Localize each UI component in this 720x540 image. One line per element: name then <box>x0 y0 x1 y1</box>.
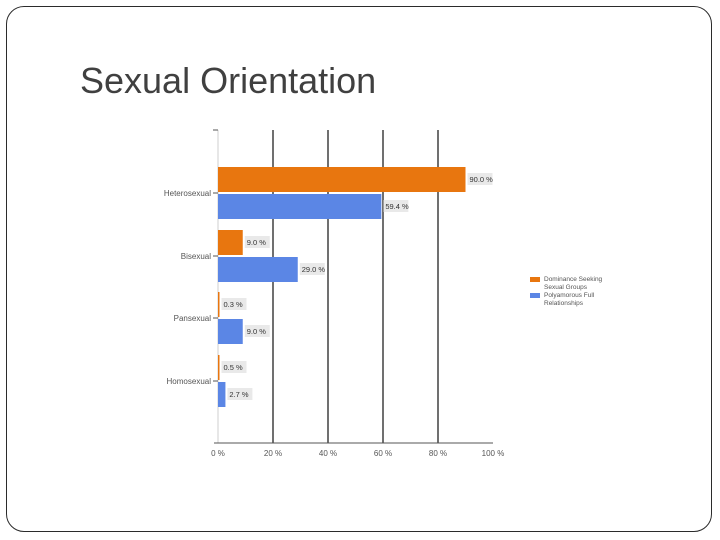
legend-swatch <box>530 293 540 298</box>
x-tick-label: 80 % <box>429 449 447 458</box>
legend-label-line: Polyamorous Full <box>544 292 595 299</box>
slide-title: Sexual Orientation <box>80 60 377 101</box>
data-label-bg <box>244 325 270 337</box>
data-label: 90.0 % <box>470 175 494 184</box>
bar-blue <box>218 257 298 282</box>
bar-orange <box>218 230 243 255</box>
x-tick-label: 100 % <box>482 449 505 458</box>
bar-orange <box>218 292 220 317</box>
category-label: Homosexual <box>167 377 212 386</box>
x-tick-label: 40 % <box>319 449 337 458</box>
slide-frame <box>6 6 712 532</box>
x-tick-label: 20 % <box>264 449 282 458</box>
data-label-bg <box>221 361 247 373</box>
legend-label: Polyamorous Full Relationships <box>544 292 595 307</box>
data-label-bg <box>383 200 409 212</box>
category-label: Pansexual <box>174 314 212 323</box>
bar-blue <box>218 382 226 407</box>
data-label: 2.7 % <box>229 390 249 399</box>
data-label-bg <box>221 298 247 310</box>
data-label: 29.0 % <box>302 265 326 274</box>
legend-swatch <box>530 277 540 282</box>
bar-orange <box>218 167 466 192</box>
x-tick-label: 0 % <box>211 449 225 458</box>
bar-blue <box>218 194 382 219</box>
data-label-bg <box>227 388 253 400</box>
data-label: 59.4 % <box>385 202 409 211</box>
category-label: Heterosexual <box>164 189 211 198</box>
data-label: 0.3 % <box>224 300 244 309</box>
data-label: 0.5 % <box>224 363 244 372</box>
data-label-bg <box>299 263 325 275</box>
data-label-bg <box>244 236 270 248</box>
legend-label-line: Dominance Seeking <box>544 276 603 283</box>
data-label: 9.0 % <box>247 238 267 247</box>
data-label: 9.0 % <box>247 327 267 336</box>
x-tick-label: 60 % <box>374 449 392 458</box>
legend-label: Dominance Seeking Sexual Groups <box>544 276 603 291</box>
bar-blue <box>218 319 243 344</box>
legend-label-line: Relationships <box>544 300 584 307</box>
data-label-bg <box>467 173 493 185</box>
legend-label-line: Sexual Groups <box>544 284 588 291</box>
category-label: Bisexual <box>181 252 211 261</box>
bar-orange <box>218 355 220 380</box>
